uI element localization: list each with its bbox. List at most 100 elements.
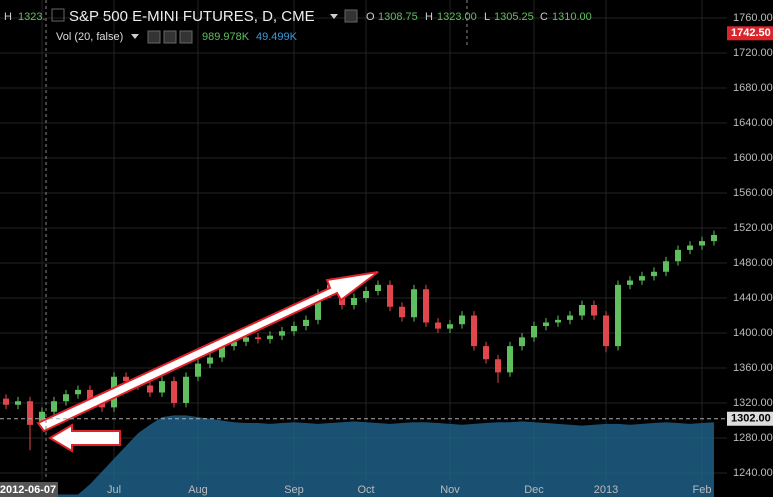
settings-icon[interactable] (344, 9, 358, 23)
candle-body (123, 376, 129, 382)
candle-body (567, 315, 573, 320)
time-axis: 2012-06-07 Jul Aug Sep Oct Nov Dec 2013 Feb (0, 482, 711, 497)
cut-value: 1323. (18, 11, 46, 23)
candle-body (291, 325, 297, 332)
y-tick-label: 1680.00 (733, 82, 773, 94)
candle-body (483, 346, 489, 360)
candle-body (303, 319, 309, 326)
candle-body (627, 280, 633, 285)
candle-body (27, 401, 33, 425)
candle-body (387, 284, 393, 307)
candle-body (411, 289, 417, 318)
y-tick-label: 1280.00 (733, 432, 773, 444)
overlay (36, 0, 468, 480)
candle-body (615, 284, 621, 347)
candle-body (351, 297, 357, 305)
y-tick-label: 1640.00 (733, 117, 773, 129)
marker-price-box (727, 26, 773, 41)
candle-body (75, 389, 81, 395)
last-price-box (727, 411, 773, 426)
candle-body (639, 276, 645, 281)
candle-body (447, 324, 453, 329)
x-tick-label: Aug (188, 484, 208, 496)
candle-body (459, 315, 465, 325)
volume-value: 989.978K (202, 31, 250, 43)
candle-body (687, 245, 693, 250)
y-tick-label: 1760.00 (733, 12, 773, 24)
toggle-icon[interactable] (51, 8, 65, 22)
candle-body (231, 341, 237, 347)
vol-icon-1[interactable] (147, 30, 161, 44)
x-tick-label: Feb (693, 484, 712, 496)
candle-body (471, 315, 477, 347)
candle-body (171, 381, 177, 403)
y-tick-label: 1400.00 (733, 327, 773, 339)
candle-body (183, 376, 189, 403)
o-value: 1308.75 (378, 11, 418, 23)
candle-body (63, 394, 69, 402)
candle-body (543, 322, 549, 326)
cut-label: H (4, 11, 12, 23)
candle-body (315, 293, 321, 320)
volume-ma-value: 49.499K (256, 31, 298, 43)
y-tick-label: 1240.00 (733, 467, 773, 479)
volume-label: Vol (20, false) (56, 31, 123, 43)
candle-body (195, 363, 201, 377)
candle-body (519, 337, 525, 347)
y-tick-label: 1360.00 (733, 362, 773, 374)
y-tick-label: 1480.00 (733, 257, 773, 269)
candle-body (399, 306, 405, 318)
vol-icon-2[interactable] (163, 30, 177, 44)
x-tick-label: Jul (107, 484, 121, 496)
y-tick-label: 1600.00 (733, 152, 773, 164)
candle-body (375, 284, 381, 291)
y-tick-label: 1440.00 (733, 292, 773, 304)
candle-body (51, 401, 57, 412)
candle-body (591, 304, 597, 316)
candle-body (675, 249, 681, 262)
h-value: 1323.00 (437, 11, 477, 23)
candle-body (159, 381, 165, 393)
h-label: H (425, 11, 433, 23)
candle-body (507, 346, 513, 373)
volume-layer (6, 415, 714, 497)
x-tick-label: 2013 (594, 484, 618, 496)
vol-dropdown[interactable] (131, 34, 139, 39)
x-tick-label: Oct (357, 484, 374, 496)
o-label: O (366, 11, 375, 23)
candle-body (495, 359, 501, 373)
x-tick-label: Sep (284, 484, 304, 496)
candle-body (255, 337, 261, 340)
candle-body (579, 304, 585, 316)
grid (0, 0, 727, 480)
candle-body (279, 331, 285, 336)
candle-body (711, 234, 717, 242)
candle-body (147, 385, 153, 393)
candle-body (363, 290, 369, 298)
volume-ma-area (6, 415, 714, 497)
candle-body (699, 241, 705, 246)
candle-body (207, 357, 213, 364)
last-price-label: 1302.00 (731, 413, 771, 425)
vol-icon-3[interactable] (179, 30, 193, 44)
x-tick-label: Nov (440, 484, 460, 496)
symbol-title: S&P 500 E-MINI FUTURES, D, CME (69, 8, 315, 25)
candle-body (219, 346, 225, 358)
l-value: 1305.25 (494, 11, 534, 23)
c-value: 1310.00 (552, 11, 592, 23)
trend-arrow (36, 271, 379, 433)
candle-body (15, 401, 21, 405)
crosshair-date-box (0, 482, 58, 497)
x-tick-label: 2012-06-07 (0, 484, 56, 496)
dropdown[interactable] (330, 14, 338, 19)
legend-header: H 1323. S&P 500 E-MINI FUTURES, D, CME O… (4, 8, 592, 44)
marker-price-label: 1742.50 (731, 27, 771, 39)
y-tick-label: 1520.00 (733, 222, 773, 234)
candle-body (531, 325, 537, 338)
l-label: L (484, 11, 490, 23)
candle-body (99, 402, 105, 408)
candle-body (555, 319, 561, 323)
